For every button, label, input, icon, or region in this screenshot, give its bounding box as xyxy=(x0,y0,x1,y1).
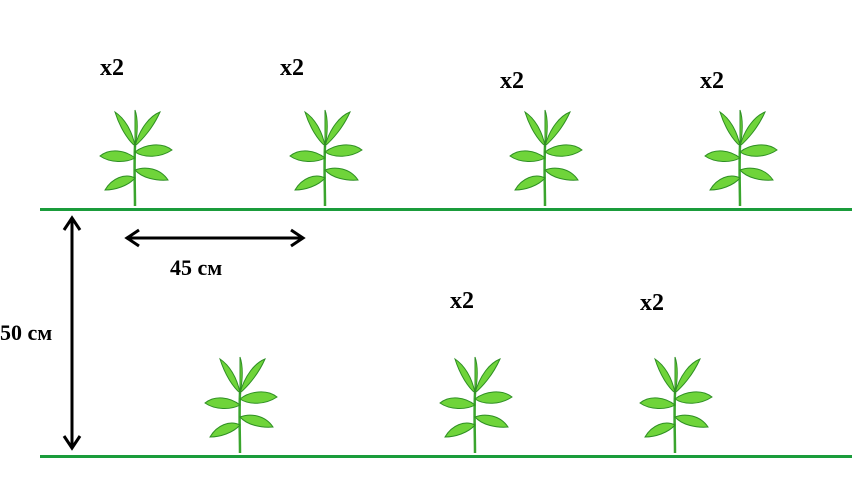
multiplier-label-top-0: x2 xyxy=(100,55,124,82)
plant-top-2 xyxy=(500,108,590,208)
plant-top-1 xyxy=(280,108,370,208)
vertical-dimension-label: 50 см xyxy=(0,320,52,346)
plant-top-3 xyxy=(695,108,785,208)
horizontal-dimension-label: 45 см xyxy=(170,255,222,281)
vertical-dimension-arrow xyxy=(62,216,82,455)
plant-bottom-0 xyxy=(195,355,285,455)
multiplier-label-bottom-1: x2 xyxy=(640,290,664,317)
plant-bottom-2 xyxy=(630,355,720,455)
multiplier-label-top-1: x2 xyxy=(280,55,304,82)
multiplier-label-top-3: x2 xyxy=(700,68,724,95)
row-line-top xyxy=(40,208,852,211)
horizontal-dimension-arrow xyxy=(125,228,305,253)
plant-top-0 xyxy=(90,108,180,208)
multiplier-label-top-2: x2 xyxy=(500,68,524,95)
plant-bottom-1 xyxy=(430,355,520,455)
multiplier-label-bottom-0: x2 xyxy=(450,288,474,315)
row-line-bottom xyxy=(40,455,852,458)
